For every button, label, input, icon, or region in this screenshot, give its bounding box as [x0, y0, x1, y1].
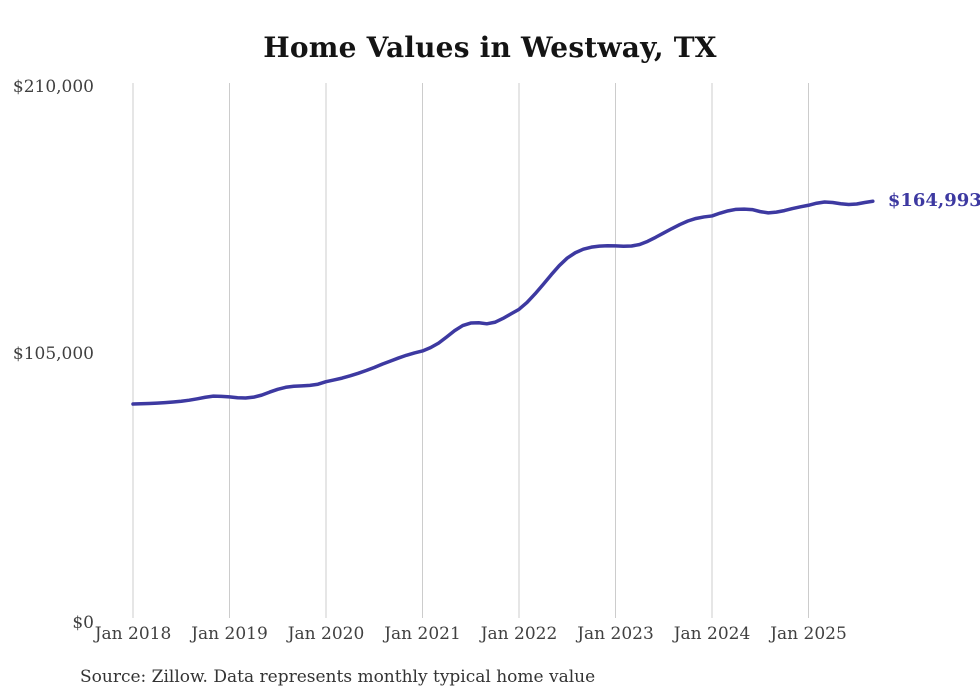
- home-value-line: [131, 199, 875, 406]
- x-tick-label-2020: Jan 2020: [287, 624, 365, 644]
- y-tick-label-210000: $210,000: [12, 77, 94, 97]
- x-tick-label-2025: Jan 2025: [770, 624, 847, 644]
- x-tick-label-2021: Jan 2021: [384, 624, 461, 644]
- y-tick-label-105000: $105,000: [12, 343, 94, 364]
- x-tick-label-2023: Jan 2023: [577, 624, 654, 644]
- x-tick-label-2018: Jan 2018: [94, 624, 172, 644]
- x-tick-label-2024: Jan 2024: [673, 624, 751, 644]
- source-note: Source: Zillow. Data represents monthly …: [80, 667, 596, 687]
- chart-title: Home Values in Westway, TX: [263, 31, 717, 64]
- x-tick-label-2019: Jan 2019: [191, 624, 268, 644]
- x-tick-label-2022: Jan 2022: [480, 624, 558, 644]
- current-value-annotation: $164,993: [887, 190, 980, 212]
- y-tick-label-0: $0: [72, 613, 94, 633]
